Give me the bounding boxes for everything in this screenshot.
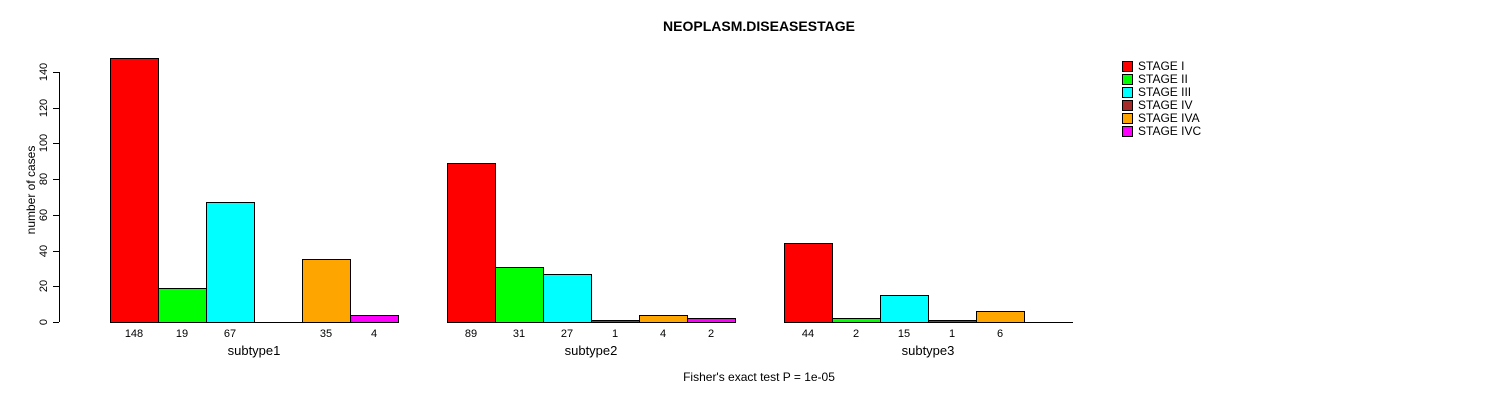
bar-value-label: 1 — [611, 328, 619, 340]
legend-swatch-stage-iii — [1122, 87, 1133, 98]
legend-swatch-stage-ii — [1122, 74, 1133, 85]
bar-value-label: 2 — [707, 328, 715, 340]
legend-swatch-stage-iv — [1122, 100, 1133, 111]
bar-value-label: 44 — [801, 328, 815, 340]
bar-subtype1-stage-i — [110, 58, 159, 323]
bar-value-label: 31 — [512, 328, 526, 340]
bar-subtype2-stage-iv — [591, 320, 640, 323]
legend-item-stage-i: STAGE I — [1122, 60, 1201, 73]
bar-value-label: 1 — [948, 328, 956, 340]
bar-value-label: 4 — [659, 328, 667, 340]
legend-item-stage-ivc: STAGE IVC — [1122, 125, 1201, 138]
bar-subtype3-stage-iii — [880, 295, 929, 323]
bar-value-label: 67 — [223, 328, 237, 340]
y-tick-label: 40 — [38, 244, 50, 257]
y-tick — [53, 322, 59, 323]
y-tick — [53, 214, 59, 216]
bar-value-label: 4 — [370, 328, 378, 340]
group-label-subtype1: subtype1 — [227, 343, 281, 358]
bar-value-label: 19 — [175, 328, 189, 340]
legend-label: STAGE I — [1138, 59, 1185, 73]
bar-value-label: 148 — [124, 328, 144, 340]
y-tick-label: 80 — [38, 172, 50, 186]
legend-item-stage-iii: STAGE III — [1122, 86, 1201, 99]
bar-subtype3-stage-iva — [976, 311, 1025, 323]
y-tick — [53, 250, 59, 252]
bar-subtype3-stage-ii — [832, 318, 881, 323]
y-tick — [53, 179, 59, 181]
group-label-subtype3: subtype3 — [901, 343, 955, 358]
chart-title: NEOPLASM.DISEASESTAGE — [663, 18, 855, 34]
legend-swatch-stage-ivc — [1122, 126, 1133, 137]
y-tick-label: 60 — [38, 208, 50, 221]
bar-value-label: 15 — [897, 328, 911, 340]
bar-subtype2-stage-ii — [495, 267, 544, 323]
legend-label: STAGE IVC — [1138, 124, 1202, 138]
y-tick — [53, 107, 59, 109]
bar-subtype2-stage-i — [447, 163, 496, 323]
y-tick — [53, 143, 59, 145]
y-tick-label: 100 — [38, 134, 50, 153]
bar-value-label: 35 — [319, 328, 333, 340]
legend-item-stage-iv: STAGE IV — [1122, 99, 1201, 112]
y-tick-label: 140 — [38, 62, 50, 82]
legend-swatch-stage-iva — [1122, 113, 1133, 124]
y-tick-label: 120 — [38, 98, 50, 117]
legend-label: STAGE III — [1138, 85, 1192, 99]
bar-subtype1-stage-ii — [158, 288, 207, 323]
legend-item-stage-iva: STAGE IVA — [1122, 112, 1201, 125]
legend-item-stage-ii: STAGE II — [1122, 73, 1201, 86]
legend-label: STAGE II — [1138, 72, 1188, 86]
bar-value-label: 2 — [852, 328, 860, 340]
bar-subtype3-stage-i — [784, 243, 833, 323]
y-tick-label: 20 — [38, 280, 50, 293]
y-tick-label: 0 — [38, 318, 50, 326]
bar-subtype1-stage-iva — [302, 259, 351, 323]
bar-value-label: 27 — [560, 328, 574, 340]
bar-subtype3-stage-iv — [928, 320, 977, 323]
bar-subtype2-stage-iii — [543, 274, 592, 323]
legend: STAGE I STAGE II STAGE III STAGE IV STAGE IV… — [1122, 60, 1201, 138]
y-tick — [53, 286, 59, 288]
bar-subtype1-stage-iii — [206, 202, 255, 323]
legend-swatch-stage-i — [1122, 61, 1133, 72]
bar-subtype1-stage-ivc — [350, 315, 399, 323]
y-tick — [53, 72, 59, 73]
group-label-subtype2: subtype2 — [564, 343, 618, 358]
y-axis-line — [59, 72, 60, 322]
bar-value-label: 6 — [996, 328, 1004, 340]
legend-label: STAGE IV — [1138, 98, 1193, 112]
y-axis-label: number of cases — [24, 145, 38, 235]
bar-subtype2-stage-ivc — [687, 318, 736, 323]
annotation-text: Fisher's exact test P = 1e-05 — [683, 370, 835, 384]
bar-subtype2-stage-iva — [639, 315, 688, 323]
legend-label: STAGE IVA — [1138, 111, 1200, 125]
bar-value-label: 89 — [464, 328, 478, 340]
